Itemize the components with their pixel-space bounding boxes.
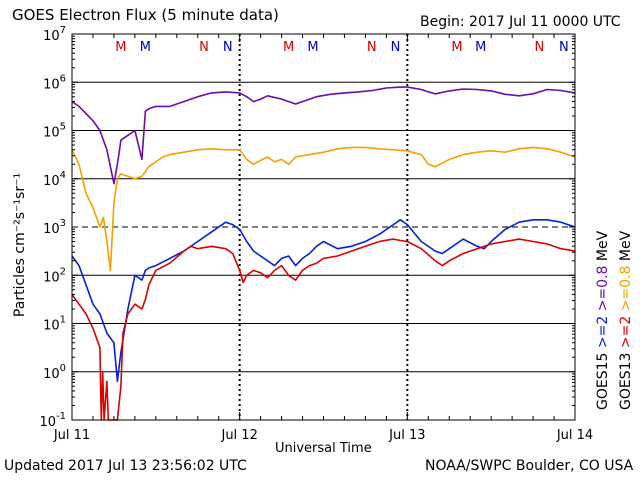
legend-entry: MeV [595, 230, 611, 265]
local-time-marker: M [115, 40, 126, 55]
x-tick-label: Jul 13 [388, 428, 425, 443]
local-time-marker: N [223, 40, 233, 55]
chart-title: GOES Electron Flux (5 minute data) [12, 6, 279, 24]
legend-entry: GOES13 [618, 353, 634, 410]
y-tick-label: 100 [43, 363, 66, 382]
local-time-marker: M [283, 40, 294, 55]
series-line [71, 238, 576, 421]
series-line [71, 86, 576, 185]
y-tick-label: 10-1 [39, 411, 66, 430]
local-time-marker: M [451, 40, 462, 55]
local-time-marker: M [307, 40, 318, 55]
x-axis-label: Universal Time [275, 441, 372, 456]
local-time-marker: N [367, 40, 377, 55]
updated-timestamp: Updated 2017 Jul 13 23:56:02 UTC [4, 458, 247, 474]
y-tick-label: 106 [43, 73, 66, 92]
legend-column: GOES13 >=2 >=0.8 MeV [618, 230, 634, 410]
legend-entry: >=0.8 [618, 266, 634, 316]
series-line [71, 219, 576, 383]
local-time-marker: N [199, 40, 209, 55]
y-tick-label: 101 [43, 315, 66, 334]
legend-entry: MeV [618, 230, 634, 265]
grid-layer [72, 34, 575, 420]
local-time-marker: M [475, 40, 486, 55]
y-tick-label: 104 [43, 170, 66, 189]
legend-entry: >=0.8 [595, 266, 611, 316]
local-time-marker: N [391, 40, 401, 55]
y-axis-label: Particles cm⁻²s⁻¹sr⁻¹ [12, 173, 28, 317]
legend-entry: >=2 [595, 316, 611, 353]
legend-column: GOES15 >=2 >=0.8 MeV [595, 230, 611, 410]
y-tick-label: 107 [43, 25, 66, 44]
local-time-marker: N [535, 40, 545, 55]
x-tick-label: Jul 11 [53, 428, 90, 443]
y-tick-label: 103 [43, 218, 66, 237]
local-time-marker: M [140, 40, 151, 55]
legend-entry: >=2 [618, 316, 634, 353]
y-tick-label: 102 [43, 266, 66, 285]
series-layer [71, 86, 576, 421]
x-tick-label: Jul 12 [220, 428, 257, 443]
series-line [71, 146, 576, 272]
begin-time: Begin: 2017 Jul 11 0000 UTC [420, 14, 621, 30]
x-tick-label: Jul 14 [556, 428, 593, 443]
local-time-marker: N [559, 40, 569, 55]
y-tick-label: 105 [43, 122, 66, 141]
credit-label: NOAA/SWPC Boulder, CO USA [425, 458, 634, 474]
legend-entry: GOES15 [595, 353, 611, 410]
